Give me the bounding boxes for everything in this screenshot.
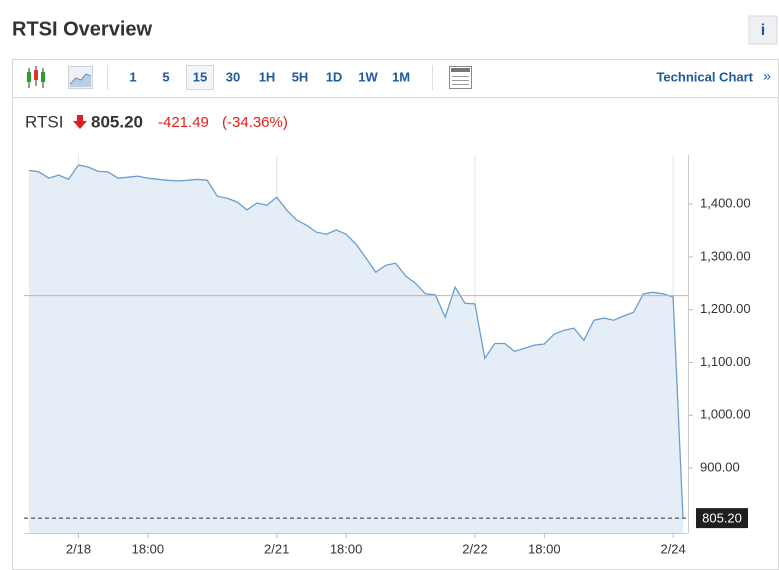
area-fill (28, 165, 684, 533)
technical-chart-link[interactable]: Technical Chart (656, 69, 753, 84)
area-icon[interactable] (68, 66, 93, 89)
interval-button[interactable]: 1H (259, 69, 276, 84)
y-tick-label: 1,200.00 (700, 301, 751, 316)
down-arrow (73, 115, 87, 129)
x-tick-label: 2/21 (264, 541, 289, 556)
more-arrow[interactable]: » (763, 68, 771, 84)
x-tick-label: 2/24 (660, 541, 685, 556)
interval-button[interactable]: 5H (292, 69, 309, 84)
x-tick-label: 18:00 (132, 541, 165, 556)
info-icon[interactable]: i (761, 22, 765, 39)
y-tick-label: 1,300.00 (700, 248, 751, 263)
x-tick-label: 18:00 (528, 541, 561, 556)
table-icon[interactable] (449, 66, 472, 89)
title: RTSI Overview (12, 18, 153, 40)
interval-selected[interactable] (186, 65, 214, 90)
interval-button[interactable]: 5 (162, 69, 169, 84)
x-tick-label: 2/18 (66, 541, 91, 556)
info-button[interactable] (748, 15, 778, 45)
quote-last: 805.20 (91, 112, 143, 131)
x-tick-label: 18:00 (330, 541, 363, 556)
y-tick-label: 1,000.00 (700, 407, 751, 422)
candle-icon[interactable] (27, 66, 45, 88)
y-tick-label: 900.00 (700, 460, 740, 475)
plot: Investing.com900.001,000.001,100.001,200… (24, 155, 751, 556)
quote-change-percent: (-34.36%) (222, 114, 288, 131)
price-line (28, 164, 684, 519)
interval-button[interactable]: 1W (358, 69, 378, 84)
interval-button[interactable]: 1D (326, 69, 343, 84)
x-tick-label: 2/22 (462, 541, 487, 556)
y-tick-label: 1,400.00 (700, 196, 751, 211)
y-tick-label: 1,100.00 (700, 354, 751, 369)
interval-button[interactable]: 30 (226, 69, 240, 84)
last-price-label: 805.20 (702, 511, 742, 526)
quote-change: -421.49 (158, 114, 209, 131)
last-price-box (696, 508, 748, 529)
interval-button[interactable]: 1M (392, 69, 410, 84)
interval-button[interactable]: 15 (193, 69, 207, 84)
interval-button[interactable]: 1 (129, 69, 136, 84)
quote-symbol: RTSI (25, 112, 63, 131)
